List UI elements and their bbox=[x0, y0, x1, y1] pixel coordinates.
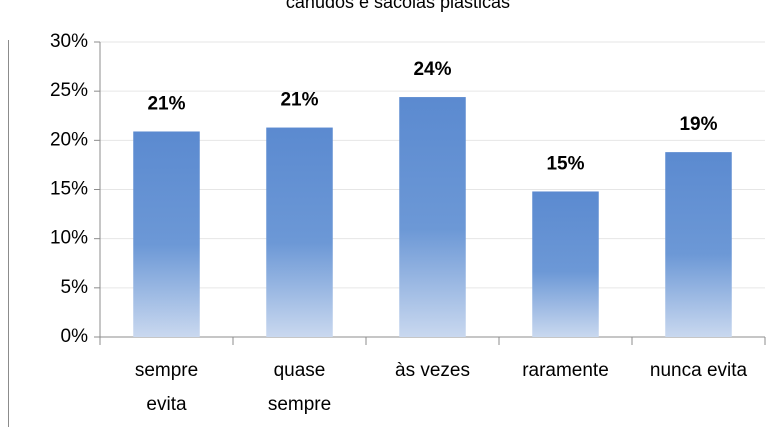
x-tick-label: raramente bbox=[522, 360, 609, 381]
bar bbox=[532, 191, 599, 337]
x-tick-label: às vezes bbox=[395, 360, 470, 381]
data-label: 21% bbox=[147, 93, 185, 114]
data-label: 24% bbox=[413, 59, 451, 80]
x-tick-label: quase sempre bbox=[268, 360, 331, 415]
y-tick-label: 30% bbox=[50, 31, 88, 52]
bar bbox=[665, 152, 732, 337]
chart-title: canudos e sacolas plásticas bbox=[286, 0, 510, 12]
y-tick-label: 0% bbox=[61, 326, 89, 347]
data-label: 19% bbox=[679, 114, 717, 135]
data-label: 15% bbox=[546, 153, 584, 174]
y-tick-label: 5% bbox=[61, 277, 89, 298]
y-tick-label: 20% bbox=[50, 129, 88, 150]
y-tick-label: 15% bbox=[50, 179, 88, 200]
x-tick-label: sempre evita bbox=[135, 360, 198, 415]
bar bbox=[266, 127, 333, 337]
bar bbox=[133, 131, 200, 337]
y-tick-label: 25% bbox=[50, 80, 88, 101]
bar bbox=[399, 97, 466, 337]
x-tick-label: nunca evita bbox=[650, 360, 748, 381]
y-tick-label: 10% bbox=[50, 228, 88, 249]
data-label: 21% bbox=[280, 90, 318, 111]
